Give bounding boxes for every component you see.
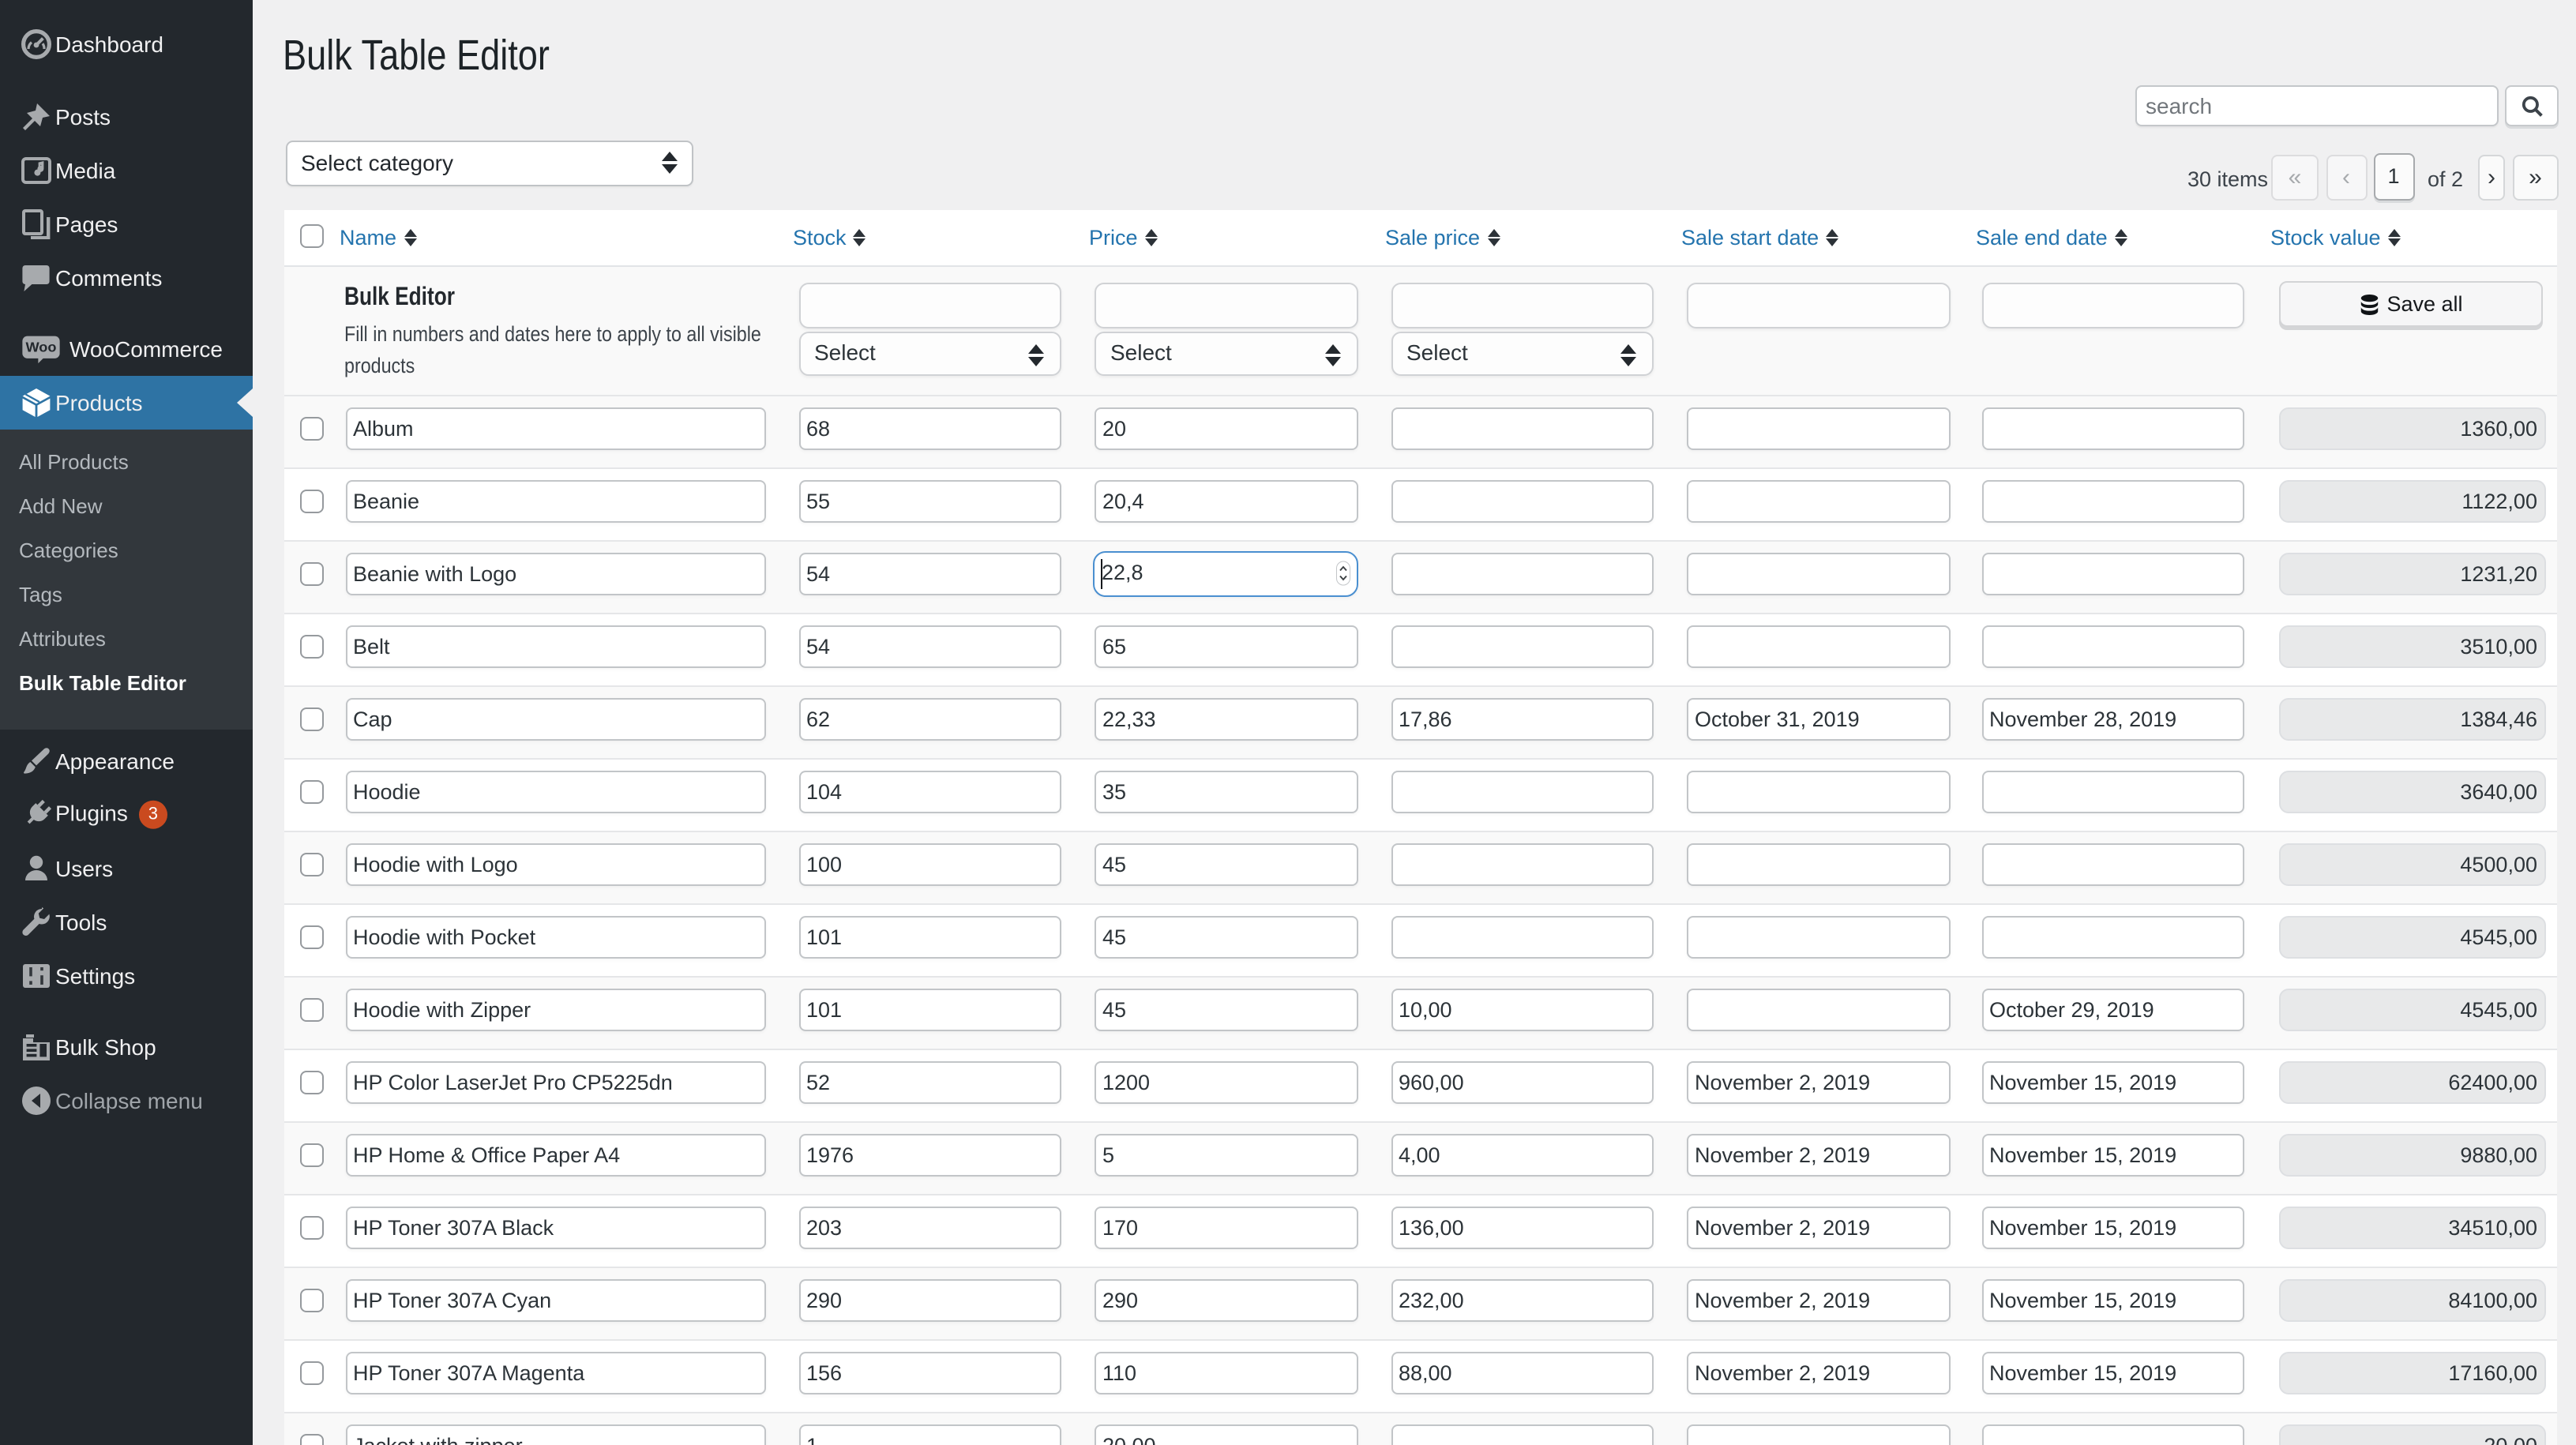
svg-text:Woo: Woo xyxy=(25,340,56,355)
